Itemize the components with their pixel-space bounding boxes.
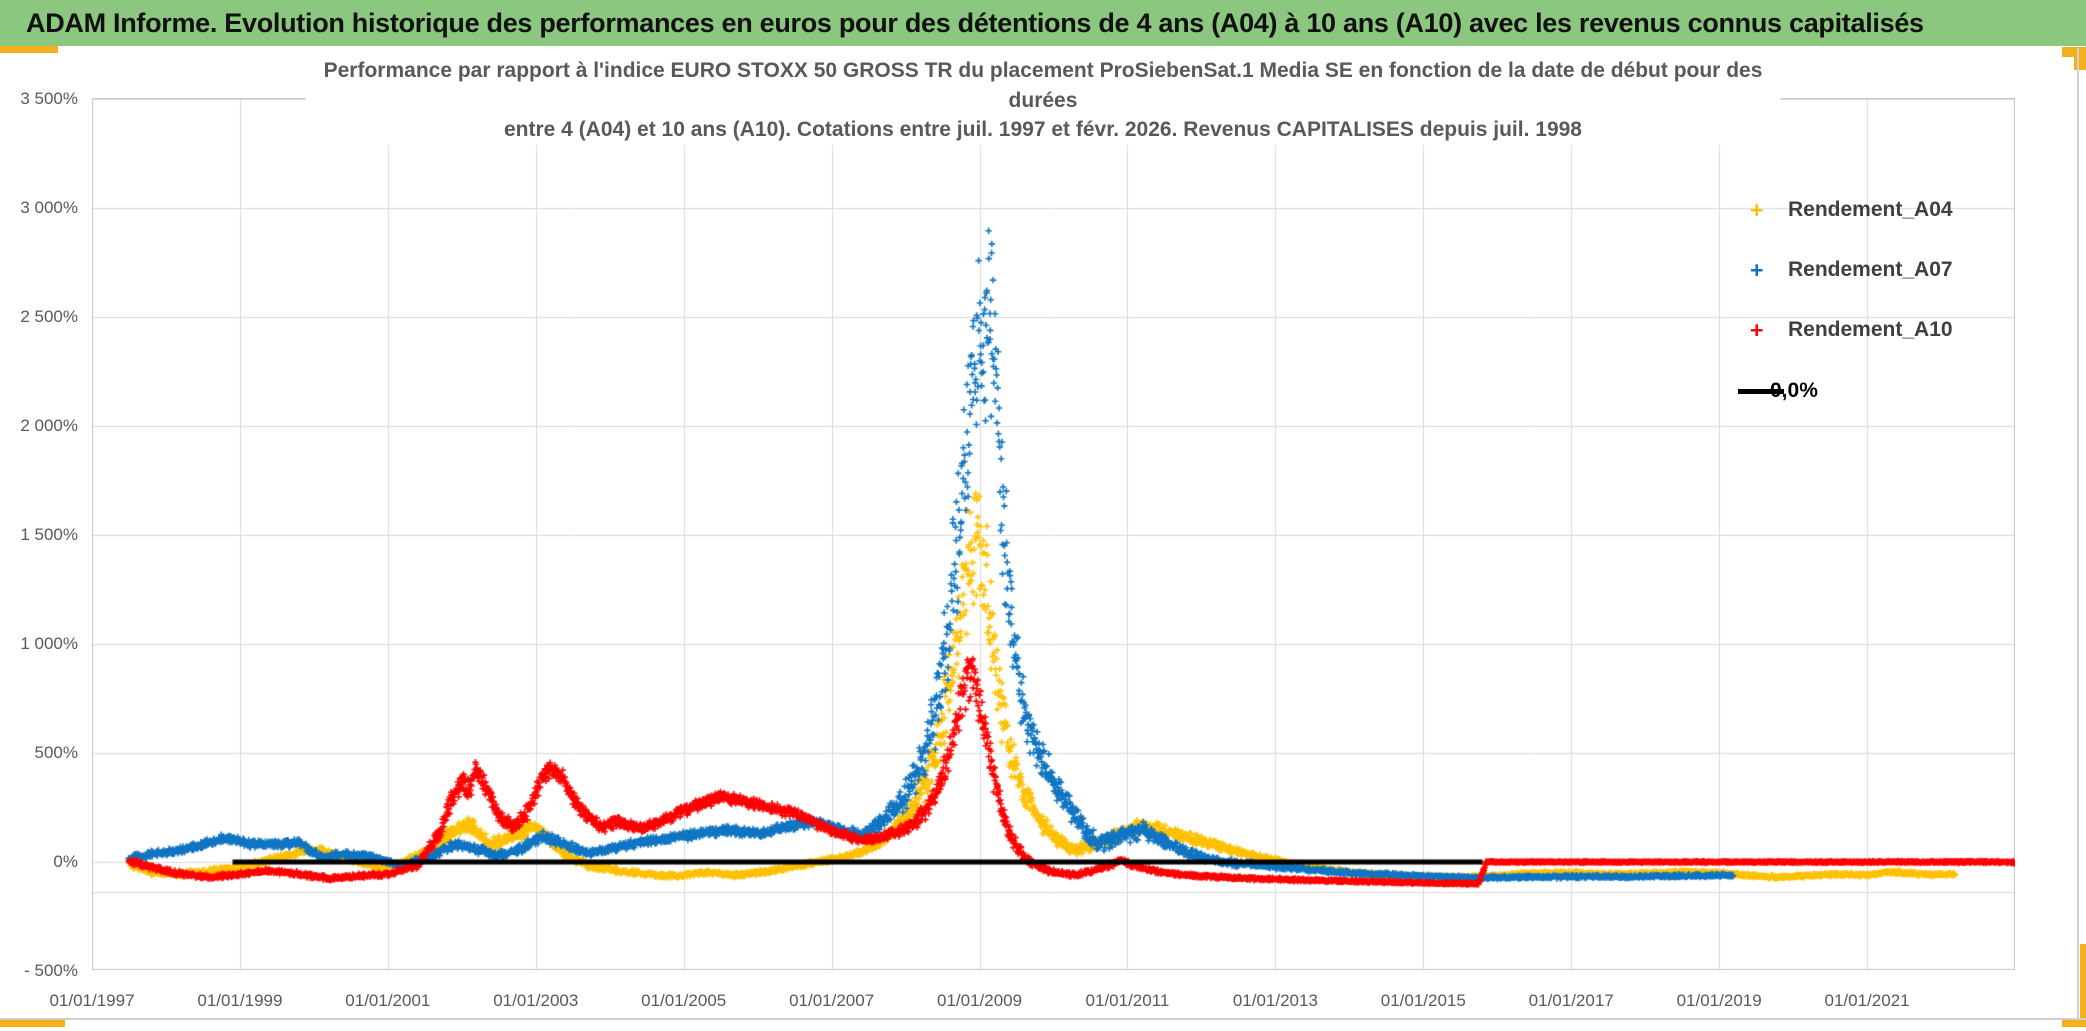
legend-plus-icon: +: [1750, 317, 1764, 343]
x-tick-label: 01/01/2019: [1676, 991, 1762, 1010]
x-tick-label: 01/01/2013: [1232, 991, 1318, 1010]
legend-line-icon: [1738, 388, 1784, 394]
y-tick-label: - 500%: [24, 961, 78, 980]
x-tick-label: 01/01/1997: [49, 991, 135, 1010]
x-tick-label: 01/01/2005: [641, 991, 727, 1010]
chart-title-line-2: durées: [1008, 88, 1078, 112]
y-tick-label: 2 000%: [20, 416, 78, 435]
y-tick-label: 1 500%: [20, 525, 78, 544]
legend-entry-rendement-a10: + Rendement_A10: [1738, 315, 1953, 345]
legend-plus-icon: +: [1750, 257, 1764, 283]
y-tick-label: 1 000%: [20, 634, 78, 653]
x-tick-label: 01/01/2007: [789, 991, 875, 1010]
gold-accent-bottom-right: [2062, 1019, 2086, 1027]
chart-title: Performance par rapport à l'indice EURO …: [305, 56, 1781, 145]
chart-title-line-1: Performance par rapport à l'indice EURO …: [323, 59, 1763, 82]
chart-area-right-border: [2077, 48, 2079, 1019]
gold-accent-right-strip: [2080, 944, 2086, 1027]
legend-label: 0,0%: [1770, 379, 1818, 402]
legend-label: Rendement_A07: [1788, 258, 1953, 281]
legend-entry-rendement-a04: + Rendement_A04: [1738, 195, 1953, 225]
legend-plus-icon: +: [1750, 197, 1764, 223]
header-bar: ADAM Informe. Evolution historique des p…: [0, 0, 2086, 46]
y-tick-label: 3 500%: [20, 89, 78, 108]
legend-label: Rendement_A04: [1788, 198, 1953, 221]
x-tick-label: 01/01/2011: [1085, 991, 1170, 1010]
plot-canvas: [92, 98, 2015, 970]
legend-label: Rendement_A10: [1788, 318, 1953, 341]
chart-area-bottom-border: [0, 1018, 2086, 1020]
gold-accent-top-right-v: [2074, 47, 2086, 70]
y-tick-label: 3 000%: [20, 198, 78, 217]
chart-title-line-3: entre 4 (A04) et 10 ans (A10). Cotations…: [503, 118, 1582, 141]
gold-accent-top-left: [0, 46, 58, 53]
y-tick-label: 0%: [53, 852, 78, 871]
x-tick-label: 01/01/2001: [345, 991, 431, 1010]
x-tick-label: 01/01/2017: [1528, 991, 1614, 1010]
x-tick-label: 01/01/2003: [493, 991, 579, 1010]
header-title: ADAM Informe. Evolution historique des p…: [26, 7, 1924, 38]
legend-entry-0-0-: 0,0%: [1738, 376, 1818, 406]
x-tick-label: 01/01/2009: [936, 991, 1023, 1010]
y-tick-label: 500%: [34, 743, 78, 762]
x-tick-label: 01/01/2015: [1380, 991, 1466, 1010]
gold-accent-bottom-left: [0, 1019, 65, 1027]
y-tick-label: 2 500%: [20, 307, 78, 326]
x-tick-label: 01/01/1999: [197, 991, 283, 1010]
legend-entry-rendement-a07: + Rendement_A07: [1738, 255, 1953, 285]
x-tick-label: 01/01/2021: [1824, 991, 1910, 1010]
